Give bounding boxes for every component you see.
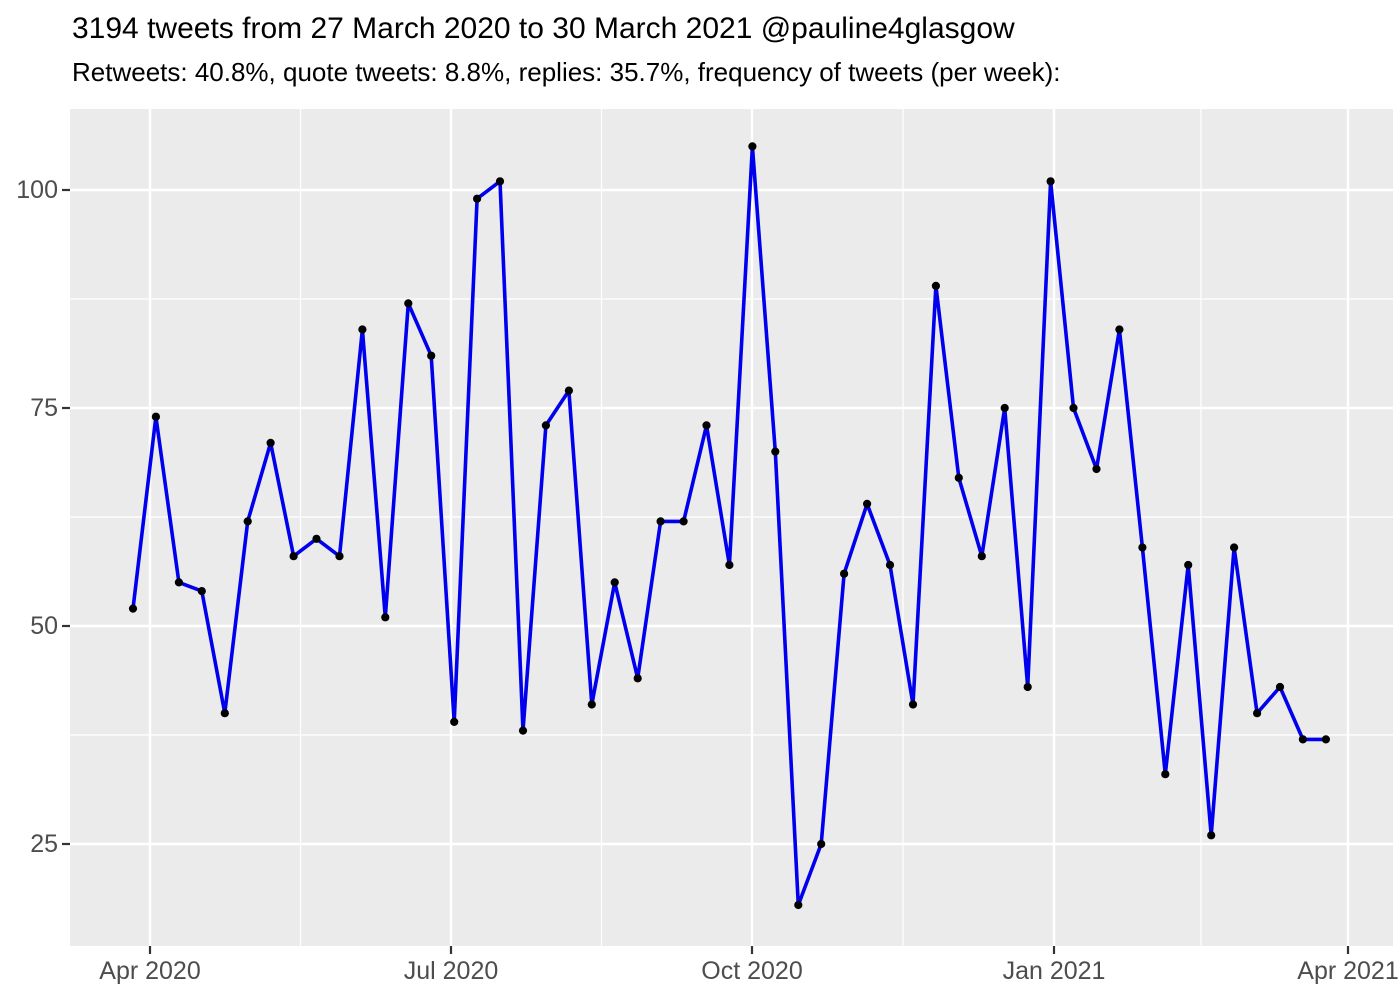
data-point bbox=[885, 560, 895, 570]
data-point bbox=[564, 386, 574, 395]
data-point bbox=[266, 438, 275, 447]
data-point bbox=[381, 613, 390, 622]
data-point bbox=[1253, 709, 1262, 718]
tweets-per-week-line bbox=[131, 144, 1328, 907]
data-point bbox=[794, 900, 803, 910]
data-point bbox=[1138, 543, 1147, 552]
data-point bbox=[197, 587, 206, 596]
data-point bbox=[289, 552, 298, 561]
data-point bbox=[610, 578, 619, 587]
data-point bbox=[863, 499, 872, 508]
data-point bbox=[702, 421, 711, 430]
data-point bbox=[977, 552, 986, 561]
data-point bbox=[128, 604, 138, 613]
data-point bbox=[1092, 464, 1101, 474]
data-point bbox=[243, 517, 252, 526]
y-axis-label: 75 bbox=[30, 394, 58, 422]
y-axis-label: 25 bbox=[30, 830, 58, 858]
data-point bbox=[312, 534, 321, 543]
data-point bbox=[1184, 560, 1193, 570]
data-point bbox=[174, 578, 183, 587]
data-point bbox=[679, 517, 688, 526]
data-point bbox=[1230, 543, 1239, 552]
x-axis-label: Jul 2020 bbox=[403, 957, 499, 985]
chart-subtitle: Retweets: 40.8%, quote tweets: 8.8%, rep… bbox=[72, 57, 1061, 87]
x-axis-label: Jan 2021 bbox=[1002, 957, 1106, 985]
data-point bbox=[1275, 682, 1285, 692]
x-axis-label: Apr 2021 bbox=[1297, 957, 1399, 985]
x-axis-label: Apr 2020 bbox=[99, 957, 201, 985]
data-point bbox=[840, 569, 849, 578]
data-point bbox=[220, 709, 229, 718]
data-point bbox=[1000, 403, 1009, 413]
data-point bbox=[518, 726, 528, 735]
data-point bbox=[541, 421, 551, 430]
y-axis-label: 100 bbox=[16, 176, 58, 204]
y-axis-label: 50 bbox=[30, 612, 58, 640]
data-point bbox=[1161, 770, 1170, 779]
data-point bbox=[725, 560, 734, 570]
data-point bbox=[450, 717, 459, 727]
data-point bbox=[404, 299, 413, 308]
data-point bbox=[908, 700, 918, 709]
data-point bbox=[1023, 682, 1032, 692]
data-point bbox=[1069, 403, 1078, 413]
data-point bbox=[1046, 177, 1055, 186]
data-point bbox=[656, 517, 665, 526]
data-point bbox=[1298, 735, 1307, 744]
data-point bbox=[427, 351, 436, 360]
chart-title: 3194 tweets from 27 March 2020 to 30 Mar… bbox=[72, 12, 1015, 45]
data-point bbox=[1207, 831, 1216, 840]
data-point bbox=[587, 700, 596, 709]
data-point bbox=[633, 674, 642, 683]
data-point bbox=[954, 473, 963, 482]
data-point bbox=[817, 839, 826, 849]
data-point bbox=[1321, 735, 1330, 744]
data-point bbox=[358, 325, 367, 334]
data-point bbox=[931, 281, 941, 290]
data-point bbox=[335, 552, 344, 561]
data-point bbox=[151, 412, 160, 421]
data-point bbox=[1115, 325, 1124, 334]
x-axis-label: Oct 2020 bbox=[701, 957, 803, 985]
data-point bbox=[473, 194, 482, 203]
data-point bbox=[495, 177, 505, 186]
data-point bbox=[748, 142, 757, 151]
data-point bbox=[771, 447, 780, 456]
